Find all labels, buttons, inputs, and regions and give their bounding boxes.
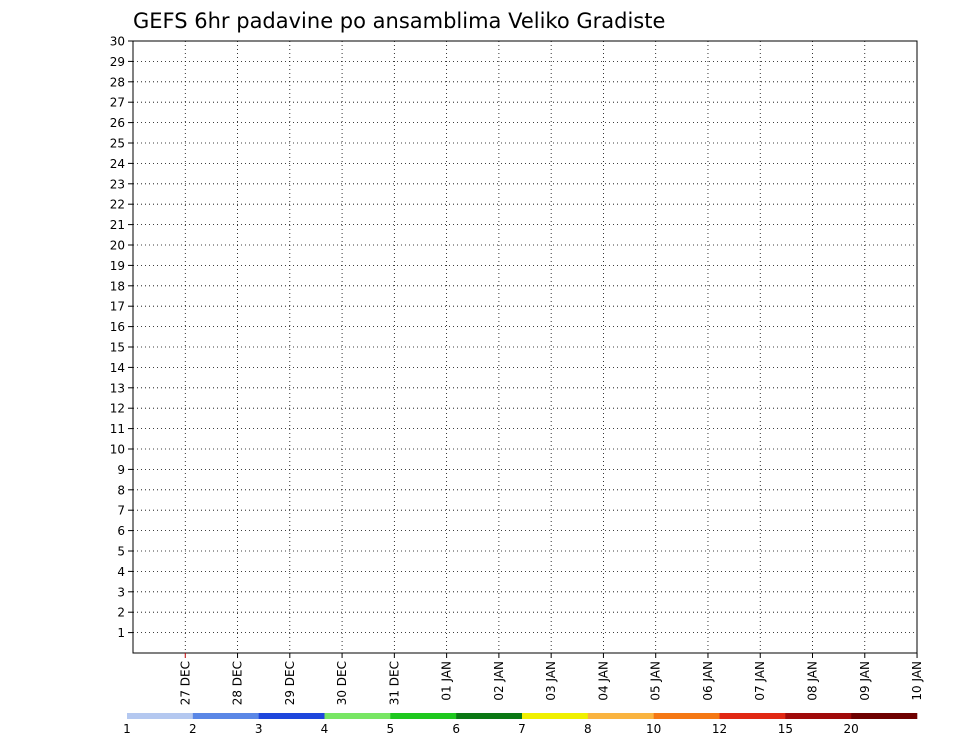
x-tick-label: 08 JAN (806, 661, 820, 701)
x-tick-label: 27 DEC (178, 661, 192, 705)
colorbar-label: 15 (778, 722, 793, 736)
x-tick-label: 30 DEC (335, 661, 349, 705)
colorbar-swatch (851, 713, 918, 719)
colorbar-swatch (785, 713, 852, 719)
x-tick-label: 28 DEC (231, 661, 245, 705)
x-tick-label: 07 JAN (753, 661, 767, 701)
x-tick-label: 29 DEC (283, 661, 297, 705)
y-tick-label: 15 (110, 341, 125, 355)
y-tick-label: 5 (117, 545, 125, 559)
colorbar-swatch (653, 713, 720, 719)
x-tick-label: 04 JAN (596, 661, 610, 701)
colorbar-swatch (390, 713, 457, 719)
colorbar-swatch (258, 713, 325, 719)
y-tick-label: 8 (117, 483, 125, 497)
y-tick-label: 30 (110, 35, 125, 49)
y-axis: 1234567891011121314151617181920212223242… (110, 35, 133, 640)
y-tick-label: 26 (110, 116, 125, 130)
colorbar-label: 3 (255, 722, 263, 736)
y-tick-label: 20 (110, 239, 125, 253)
colorbar-swatch (522, 713, 589, 719)
y-tick-label: 11 (110, 422, 125, 436)
y-tick-label: 6 (117, 524, 125, 538)
colorbar-label: 7 (518, 722, 526, 736)
colorbar: 1 2 3 4 5 6 7 8 10 12 15 20 (123, 713, 918, 736)
grid (133, 40, 918, 653)
colorbar-swatch (127, 713, 194, 719)
y-tick-label: 2 (117, 606, 125, 620)
colorbar-swatch (719, 713, 786, 719)
colorbar-label: 2 (189, 722, 197, 736)
x-tick-label: 31 DEC (387, 661, 401, 705)
y-tick-label: 12 (110, 402, 125, 416)
y-tick-label: 21 (110, 218, 125, 232)
y-tick-label: 16 (110, 320, 125, 334)
y-tick-label: 13 (110, 381, 125, 395)
colorbar-swatch (456, 713, 523, 719)
y-tick-label: 29 (110, 55, 125, 69)
colorbar-label: 6 (452, 722, 460, 736)
y-tick-label: 7 (117, 504, 125, 518)
y-tick-label: 18 (110, 279, 125, 293)
y-tick-label: 10 (110, 443, 125, 457)
y-tick-label: 25 (110, 137, 125, 151)
colorbar-label: 5 (387, 722, 395, 736)
colorbar-label: 4 (321, 722, 329, 736)
x-tick-label: 01 JAN (440, 661, 454, 701)
x-tick-label: 03 JAN (544, 661, 558, 701)
colorbar-swatch (587, 713, 654, 719)
y-tick-label: 24 (110, 157, 125, 171)
chart-title: GEFS 6hr padavine po ansamblima Veliko G… (133, 9, 665, 33)
y-tick-label: 4 (117, 565, 125, 579)
y-tick-label: 1 (117, 626, 125, 640)
x-tick-label: 06 JAN (701, 661, 715, 701)
colorbar-label: 10 (646, 722, 661, 736)
colorbar-label: 12 (712, 722, 727, 736)
y-tick-label: 19 (110, 259, 125, 273)
x-tick-label: 10 JAN (910, 661, 924, 701)
colorbar-swatch (324, 713, 391, 719)
x-tick-label: 02 JAN (492, 661, 506, 701)
y-tick-label: 28 (110, 75, 125, 89)
y-tick-label: 22 (110, 198, 125, 212)
y-tick-label: 14 (110, 361, 125, 375)
colorbar-label: 20 (844, 722, 859, 736)
colorbar-label: 1 (123, 722, 131, 736)
y-tick-label: 27 (110, 96, 125, 110)
y-tick-label: 3 (117, 585, 125, 599)
x-tick-label: 09 JAN (858, 661, 872, 701)
y-tick-label: 23 (110, 177, 125, 191)
y-tick-label: 9 (117, 463, 125, 477)
y-tick-label: 17 (110, 300, 125, 314)
colorbar-swatch (192, 713, 259, 719)
colorbar-label: 8 (584, 722, 592, 736)
x-axis: 27 DEC 28 DEC 29 DEC 30 DEC 31 DEC 01 JAN 02 J… (178, 653, 924, 705)
x-tick-label: 05 JAN (649, 661, 663, 701)
